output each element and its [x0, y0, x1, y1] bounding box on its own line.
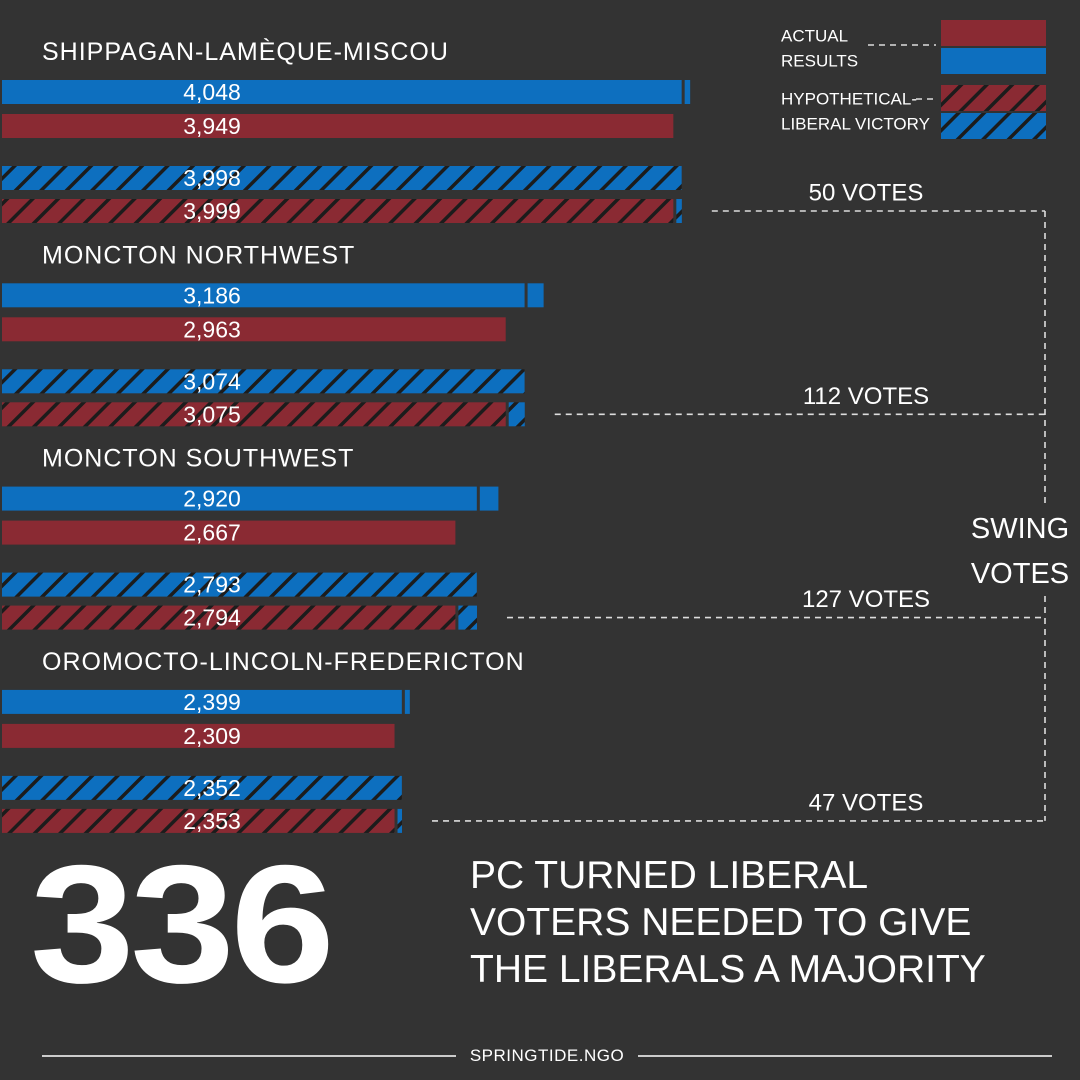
bar-hypothetical-pc — [2, 605, 456, 630]
bar-label-actual-liberal: 4,048 — [183, 79, 241, 105]
bar-label-actual-liberal: 2,920 — [183, 486, 241, 512]
bar-actual-pc — [2, 114, 674, 138]
headline: PC TURNED LIBERAL VOTERS NEEDED TO GIVE … — [470, 852, 1070, 993]
total-swing-number: 336 — [30, 830, 335, 1018]
riding-group: OROMOCTO-LINCOLN-FREDERICTON 2,399 2,309 2,… — [2, 648, 525, 834]
bar-hypothetical-swing-segment — [508, 402, 525, 427]
bar-hypothetical-liberal — [2, 572, 477, 597]
swing-votes-chart: SHIPPAGAN-LAMÈQUE-MISCOU 4,048 3,949 3,998 3… — [2, 20, 1075, 834]
bar-label-actual-pc: 2,963 — [183, 316, 241, 342]
bar-label-hypothetical-pc: 2,794 — [183, 605, 241, 631]
swing-title-line-2: VOTES — [971, 558, 1069, 590]
bar-actual-liberal-swing-segment — [527, 283, 544, 308]
legend-hypothetical-label-2: LIBERAL VICTORY — [781, 115, 930, 134]
bar-label-hypothetical-pc: 3,075 — [183, 401, 241, 427]
headline-line-2: VOTERS NEEDED TO GIVE — [470, 901, 972, 944]
bar-actual-pc — [2, 520, 456, 545]
legend-actual-label-1: ACTUAL — [781, 27, 848, 46]
bar-label-actual-liberal: 2,399 — [183, 689, 241, 715]
bar-label-hypothetical-pc: 2,353 — [183, 808, 241, 834]
bar-label-actual-pc: 2,667 — [183, 520, 241, 546]
footer: SPRINGTIDE.NGO — [42, 1043, 1053, 1069]
legend-hypothetical-label-1: HYPOTHETICAL- — [781, 90, 917, 109]
swing-title-line-1: SWING — [971, 513, 1069, 545]
footer-rule-left — [42, 1055, 456, 1057]
bar-actual-liberal-swing-segment — [404, 689, 410, 714]
bar-hypothetical-liberal — [2, 775, 402, 800]
bar-hypothetical-swing-segment — [397, 808, 403, 833]
riding-group: SHIPPAGAN-LAMÈQUE-MISCOU 4,048 3,949 3,998 3… — [2, 37, 691, 224]
bar-label-hypothetical-liberal: 2,352 — [183, 775, 241, 801]
swing-votes-label: 127 VOTES — [802, 586, 930, 613]
bar-label-hypothetical-pc: 3,999 — [183, 198, 241, 224]
bar-actual-liberal — [2, 283, 525, 308]
bar-hypothetical-liberal — [2, 166, 682, 190]
riding-title: OROMOCTO-LINCOLN-FREDERICTON — [42, 648, 525, 676]
swing-votes-label: 47 VOTES — [809, 789, 924, 816]
bar-actual-liberal — [2, 486, 477, 511]
bar-actual-liberal-swing-segment — [684, 80, 691, 104]
swing-votes-label: 50 VOTES — [809, 180, 924, 207]
bar-label-actual-pc: 2,309 — [183, 723, 241, 749]
legend: ACTUAL RESULTS HYPOTHETICAL- LIBERAL VICTOR… — [781, 20, 1046, 139]
bar-label-actual-liberal: 3,186 — [183, 282, 241, 308]
bar-hypothetical-pc — [2, 199, 674, 223]
bar-label-hypothetical-liberal: 3,998 — [183, 165, 241, 191]
bar-label-actual-pc: 3,949 — [183, 113, 241, 139]
riding-title: MONCTON NORTHWEST — [42, 241, 355, 269]
legend-actual-pc-swatch — [941, 20, 1046, 46]
riding-title: MONCTON SOUTHWEST — [42, 445, 354, 473]
swing-votes-label: 112 VOTES — [803, 383, 929, 410]
headline-line-1: PC TURNED LIBERAL — [470, 854, 869, 897]
bar-label-hypothetical-liberal: 2,793 — [183, 572, 241, 598]
legend-hypothetical-pc-swatch — [941, 85, 1046, 111]
bar-actual-liberal — [2, 689, 402, 714]
bar-hypothetical-pc — [2, 808, 395, 833]
bar-actual-pc — [2, 317, 506, 342]
legend-actual-liberal-swatch — [941, 48, 1046, 74]
riding-group: MONCTON SOUTHWEST 2,920 2,667 2,793 2,794 — [2, 445, 499, 631]
legend-hypothetical-liberal-swatch — [941, 113, 1046, 139]
riding-group: MONCTON NORTHWEST 3,186 2,963 3,074 3,075 — [2, 241, 544, 427]
bar-hypothetical-liberal — [2, 369, 525, 394]
riding-title: SHIPPAGAN-LAMÈQUE-MISCOU — [42, 37, 449, 66]
bar-hypothetical-pc — [2, 402, 506, 427]
bar-hypothetical-swing-segment — [458, 605, 477, 630]
footer-rule-right — [638, 1055, 1053, 1057]
bar-actual-liberal — [2, 80, 682, 104]
bar-label-hypothetical-liberal: 3,074 — [183, 368, 241, 394]
footer-site-link[interactable]: SPRINGTIDE.NGO — [469, 1046, 625, 1065]
legend-actual-label-2: RESULTS — [781, 52, 858, 71]
bar-actual-liberal-swing-segment — [479, 486, 499, 511]
headline-line-3: THE LIBERALS A MAJORITY — [470, 948, 986, 991]
swing-votes-bracket: 50 VOTES 112 VOTES 127 VOTES 47 VOTES SWING V… — [432, 180, 1075, 822]
swing-title-background — [965, 505, 1075, 595]
bar-hypothetical-swing-segment — [676, 199, 682, 223]
bar-actual-pc — [2, 723, 395, 748]
